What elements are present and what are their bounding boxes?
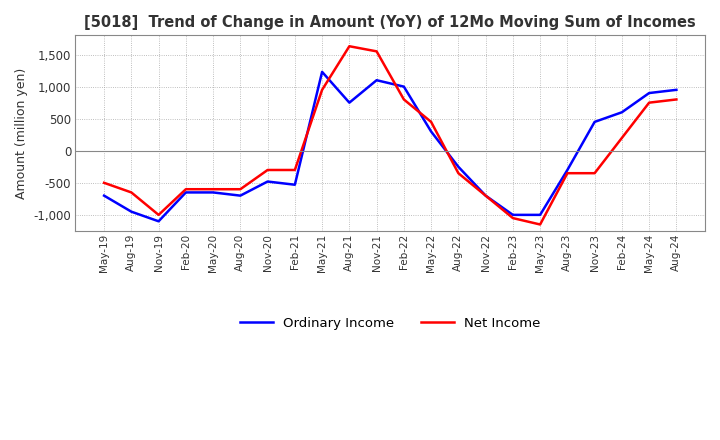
Ordinary Income bbox=[181, 190, 190, 195]
Legend: Ordinary Income, Net Income: Ordinary Income, Net Income bbox=[235, 312, 546, 335]
Net Income bbox=[454, 171, 463, 176]
Ordinary Income bbox=[372, 77, 381, 83]
Net Income bbox=[645, 100, 654, 105]
Line: Ordinary Income: Ordinary Income bbox=[104, 72, 676, 221]
Net Income bbox=[481, 193, 490, 198]
Net Income bbox=[100, 180, 109, 185]
Net Income bbox=[618, 135, 626, 140]
Net Income bbox=[236, 187, 245, 192]
Ordinary Income bbox=[563, 167, 572, 172]
Net Income bbox=[372, 49, 381, 54]
Net Income bbox=[291, 167, 300, 172]
Ordinary Income bbox=[645, 90, 654, 95]
Net Income bbox=[400, 97, 408, 102]
Net Income bbox=[345, 44, 354, 49]
Line: Net Income: Net Income bbox=[104, 46, 676, 224]
Ordinary Income bbox=[100, 193, 109, 198]
Title: [5018]  Trend of Change in Amount (YoY) of 12Mo Moving Sum of Incomes: [5018] Trend of Change in Amount (YoY) o… bbox=[84, 15, 696, 30]
Net Income bbox=[181, 187, 190, 192]
Ordinary Income bbox=[672, 87, 680, 92]
Net Income bbox=[508, 216, 517, 221]
Ordinary Income bbox=[400, 84, 408, 89]
Net Income bbox=[672, 97, 680, 102]
Net Income bbox=[590, 171, 599, 176]
Net Income bbox=[127, 190, 135, 195]
Net Income bbox=[318, 87, 326, 92]
Ordinary Income bbox=[264, 179, 272, 184]
Ordinary Income bbox=[345, 100, 354, 105]
Ordinary Income bbox=[481, 193, 490, 198]
Ordinary Income bbox=[508, 212, 517, 217]
Net Income bbox=[563, 171, 572, 176]
Ordinary Income bbox=[427, 129, 436, 134]
Ordinary Income bbox=[236, 193, 245, 198]
Ordinary Income bbox=[618, 110, 626, 115]
Ordinary Income bbox=[590, 119, 599, 125]
Net Income bbox=[264, 167, 272, 172]
Ordinary Income bbox=[127, 209, 135, 214]
Net Income bbox=[209, 187, 217, 192]
Net Income bbox=[154, 212, 163, 217]
Ordinary Income bbox=[454, 164, 463, 169]
Ordinary Income bbox=[209, 190, 217, 195]
Ordinary Income bbox=[536, 212, 544, 217]
Y-axis label: Amount (million yen): Amount (million yen) bbox=[15, 67, 28, 199]
Net Income bbox=[427, 119, 436, 125]
Net Income bbox=[536, 222, 544, 227]
Ordinary Income bbox=[291, 182, 300, 187]
Ordinary Income bbox=[154, 219, 163, 224]
Ordinary Income bbox=[318, 69, 326, 74]
